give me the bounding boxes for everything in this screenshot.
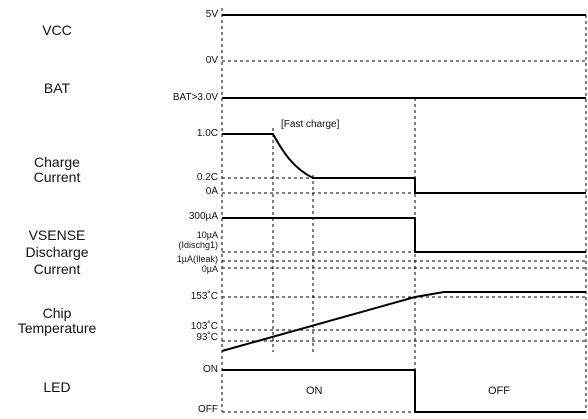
level-dis-1ua: 1µA(Ileak): [176, 254, 218, 264]
signal-discharge-line1: VSENSE: [28, 227, 86, 243]
level-dis-0ua: 0µA: [201, 264, 218, 274]
level-dis-10ua: 10µA: [196, 230, 218, 240]
signal-discharge-line2: Discharge: [25, 244, 89, 260]
level-led-off: OFF: [198, 404, 218, 415]
led-state-on-label: ON: [306, 385, 323, 397]
signal-bat-label: BAT: [43, 80, 71, 96]
level-charge-1c: 1.0C: [196, 128, 218, 139]
signal-chip-temperature-label: Chip Temperature: [0, 306, 137, 336]
signal-charge-current-label: Charge Current: [0, 155, 137, 185]
signal-temp-line2: Temperature: [17, 320, 97, 336]
signal-discharge-line3: Current: [33, 261, 81, 277]
level-vcc-0v: 0V: [205, 55, 218, 66]
level-led-on: ON: [203, 364, 218, 375]
level-dis-idischg1: (Idischg1): [178, 240, 218, 250]
level-bat: BAT>3.0V: [172, 92, 218, 103]
level-vcc-5v: 5V: [205, 9, 218, 20]
grid-lines: [221, 8, 587, 413]
led-waveform: [222, 369, 586, 413]
level-dis-300ua: 300µA: [188, 211, 218, 222]
signal-discharge-current-label: VSENSE Discharge Current: [0, 227, 137, 278]
signal-charge-line1: Charge: [34, 154, 80, 170]
charge-current-waveform: [222, 133, 586, 194]
discharge-current-waveform: [222, 217, 586, 253]
signal-temp-line1: Chip: [42, 305, 72, 321]
level-temp-103: 103˚C: [190, 321, 218, 332]
fast-charge-annotation: [Fast charge]: [281, 119, 340, 130]
waveforms: [221, 14, 586, 413]
level-temp-153: 153˚C: [190, 291, 218, 302]
led-state-off-label: OFF: [488, 385, 510, 397]
chip-temperature-waveform: [221, 291, 586, 352]
signal-charge-line2: Current: [33, 169, 81, 185]
level-charge-0a: 0A: [205, 186, 218, 197]
level-charge-02c: 0.2C: [196, 172, 218, 183]
signal-vcc-label: VCC: [42, 22, 72, 38]
signal-led-label: LED: [43, 379, 71, 395]
level-temp-93: 93˚C: [196, 332, 218, 343]
